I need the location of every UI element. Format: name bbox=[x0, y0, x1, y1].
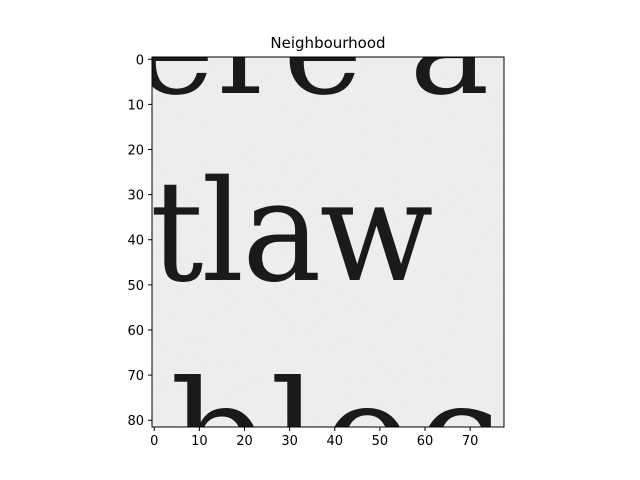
y-tick-label: 20 bbox=[127, 144, 144, 159]
y-axis: 0 10 20 30 40 50 60 70 80 bbox=[127, 53, 152, 429]
x-axis: 0 10 20 30 40 50 60 70 bbox=[150, 427, 478, 449]
text-fragment: tlaw bbox=[150, 151, 433, 314]
x-tick-label: 20 bbox=[236, 434, 253, 449]
x-tick-label: 0 bbox=[150, 434, 158, 449]
y-tick-label: 80 bbox=[127, 414, 144, 429]
y-tick-label: 50 bbox=[127, 279, 144, 294]
y-tick-label: 60 bbox=[127, 324, 144, 339]
plot-frame bbox=[151, 56, 505, 428]
chart-title: Neighbourhood bbox=[270, 34, 385, 52]
x-tick-label: 10 bbox=[191, 434, 208, 449]
x-tick-label: 60 bbox=[417, 434, 434, 449]
image-grain bbox=[152, 57, 504, 427]
plot-area: ere a tlaw bloc bbox=[135, 0, 504, 480]
y-tick-label: 30 bbox=[127, 189, 144, 204]
x-tick-label: 40 bbox=[326, 434, 343, 449]
x-tick-label: 30 bbox=[281, 434, 298, 449]
text-fragment: ere a bbox=[135, 0, 492, 123]
y-tick-label: 40 bbox=[127, 234, 144, 249]
y-tick-label: 10 bbox=[127, 98, 144, 113]
text-fragments: ere a tlaw bloc bbox=[135, 0, 504, 480]
x-tick-label: 50 bbox=[372, 434, 389, 449]
text-fragment: bloc bbox=[170, 350, 504, 480]
x-tick-label: 70 bbox=[462, 434, 479, 449]
y-tick-label: 0 bbox=[136, 53, 144, 68]
y-tick-label: 70 bbox=[127, 369, 144, 384]
